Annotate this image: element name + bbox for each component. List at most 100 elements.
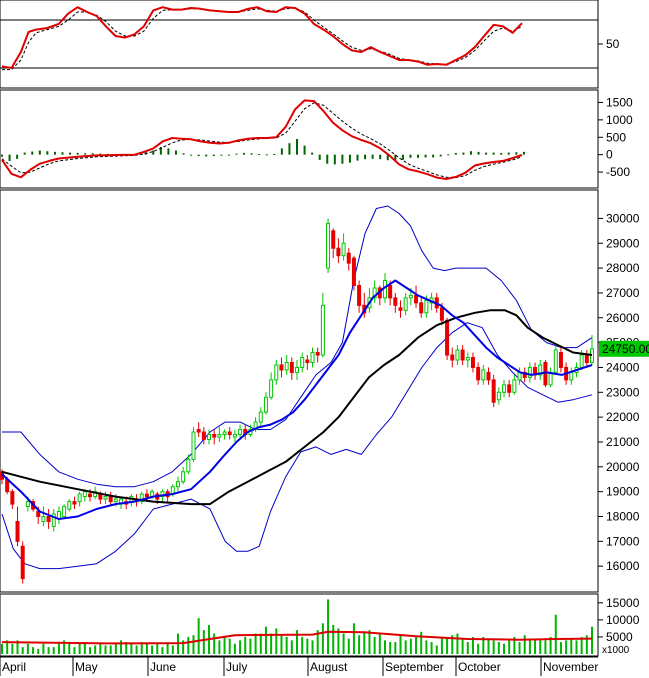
volume-bar (202, 630, 205, 654)
volume-bar (311, 640, 314, 654)
volume-bar (420, 631, 423, 654)
volume-bar (570, 638, 573, 654)
price-tick-label-6: 22000 (606, 410, 640, 424)
volume-bar (559, 642, 562, 654)
candle-body (445, 319, 450, 356)
volume-bar (239, 640, 242, 654)
volume-bar (471, 636, 474, 654)
macd-histogram-bar (522, 151, 525, 155)
macd-histogram-bar (53, 151, 56, 155)
macd-histogram-bar (182, 153, 185, 155)
candle-body (439, 307, 444, 321)
volume-bar (482, 636, 485, 654)
month-label-november: November (543, 660, 598, 674)
volume-bar (523, 635, 526, 654)
volume-bar (575, 640, 578, 654)
price-tick-label-13: 29000 (606, 236, 640, 250)
volume-bar (528, 640, 531, 654)
candle-body (289, 361, 294, 373)
volume-bar (446, 638, 449, 654)
macd-histogram-bar (220, 154, 223, 156)
volume-bar (42, 643, 45, 654)
volume-bar (456, 633, 459, 654)
volume-bar (373, 636, 376, 654)
volume-bar (585, 635, 588, 654)
macd-histogram-bar (235, 153, 238, 155)
macd-layer: 1500 1000 500 0 -500 (1, 95, 633, 180)
volume-bar (57, 643, 60, 654)
candle-body (300, 357, 305, 368)
month-label-august: August (310, 660, 348, 674)
candle-body (310, 352, 315, 363)
candle-body (465, 357, 470, 361)
volume-bar (549, 636, 552, 654)
macd-histogram-bar (61, 152, 64, 155)
macd-panel: 1500 1000 500 0 -500 (0, 89, 633, 189)
volume-bar (249, 638, 252, 654)
macd-histogram-bar (439, 154, 442, 157)
candle-body (212, 434, 217, 438)
stochastic-k-line (1, 6, 523, 69)
volume-bar (534, 638, 537, 654)
volume-bar (6, 640, 9, 654)
candle-body (175, 481, 180, 488)
candle-body (207, 434, 212, 440)
macd-histogram-bar (84, 153, 87, 155)
macd-histogram-bar (318, 154, 321, 160)
candle-body (372, 287, 377, 299)
candle-body (496, 391, 501, 401)
macd-line (1, 99, 523, 180)
volume-bar (32, 647, 35, 654)
macd-histogram-bar (99, 153, 102, 155)
volume-bar (187, 636, 190, 654)
macd-histogram-bar (212, 154, 215, 157)
volume-frame (0, 593, 599, 657)
volume-bar (327, 599, 330, 654)
macd-histogram-bar (341, 154, 344, 164)
volume-bar (497, 642, 500, 654)
candle-body (388, 284, 393, 299)
price-tick-label-10: 26000 (606, 311, 640, 325)
volume-bar (368, 630, 371, 654)
macd-histogram-bar (174, 150, 177, 155)
macd-histogram-bar (243, 152, 246, 155)
volume-bar (182, 640, 185, 654)
volume-bar (451, 635, 454, 654)
price-tick-label-8: 24000 (606, 360, 640, 374)
last-price-tag-label: 24750.00 (602, 342, 649, 356)
volume-bar (544, 640, 547, 654)
moving-average-short (1, 279, 593, 520)
macd-histogram-bar (23, 152, 26, 155)
volume-bar (244, 636, 247, 654)
candle-body (346, 252, 351, 264)
candle-body (258, 411, 263, 423)
macd-histogram-bar (462, 152, 465, 155)
macd-histogram-bar (333, 154, 336, 165)
macd-histogram-bar (280, 148, 283, 155)
macd-histogram-bar (386, 154, 389, 161)
macd-histogram-bar (265, 154, 268, 156)
candle-body (196, 429, 201, 433)
macd-histogram-bar (167, 148, 170, 155)
candle-body (584, 354, 589, 363)
volume-bar (52, 647, 55, 654)
volume-bar (275, 628, 278, 654)
candle-body (263, 396, 268, 413)
candle-body (424, 299, 429, 314)
macd-histogram-bar (469, 151, 472, 155)
volume-bar (223, 636, 226, 654)
macd-histogram-bar (424, 154, 427, 158)
macd-histogram-bar (197, 154, 200, 157)
candle-body (284, 361, 289, 371)
macd-histogram-bar (152, 150, 155, 155)
candle-body (320, 304, 325, 356)
candle-body (336, 247, 341, 257)
candle-body (87, 493, 92, 498)
candle-body (98, 493, 103, 500)
volume-bar (580, 636, 583, 654)
price-tick-label-5: 21000 (606, 435, 640, 449)
candle-body (579, 354, 584, 368)
price-frame (0, 189, 599, 593)
candle-body (398, 307, 403, 311)
macd-histogram-bar (311, 152, 314, 155)
